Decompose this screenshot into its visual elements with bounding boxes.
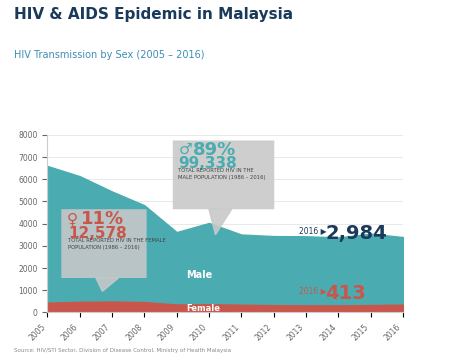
Polygon shape (96, 278, 118, 291)
Text: 413: 413 (325, 284, 366, 303)
Text: POPULATION (1986 – 2016): POPULATION (1986 – 2016) (68, 245, 140, 250)
Text: Female: Female (186, 304, 220, 313)
FancyBboxPatch shape (173, 141, 274, 209)
FancyBboxPatch shape (61, 209, 146, 278)
Text: MALE POPULATION (1986 – 2016): MALE POPULATION (1986 – 2016) (178, 175, 266, 180)
Text: 2016 ▶: 2016 ▶ (300, 286, 327, 295)
Text: ♂: ♂ (178, 142, 192, 157)
Text: HIV & AIDS Epidemic in Malaysia: HIV & AIDS Epidemic in Malaysia (14, 7, 293, 22)
Text: 2016 ▶: 2016 ▶ (300, 226, 327, 235)
Text: 2,984: 2,984 (325, 224, 387, 243)
Text: 99,338: 99,338 (178, 156, 237, 171)
Text: 89%: 89% (193, 141, 236, 159)
Text: Source: HIV/STI Sector, Division of Disease Control, Ministry of Health Malaysia: Source: HIV/STI Sector, Division of Dise… (14, 348, 231, 353)
Polygon shape (209, 209, 232, 235)
Text: 11%: 11% (82, 210, 125, 228)
Text: Male: Male (186, 270, 213, 280)
Text: TOTAL REPORTED HIV IN THE FEMALE: TOTAL REPORTED HIV IN THE FEMALE (68, 238, 166, 243)
Text: TOTAL REPORTED HIV IN THE: TOTAL REPORTED HIV IN THE (178, 168, 254, 173)
Text: 12,578: 12,578 (68, 226, 127, 241)
Text: ♀: ♀ (67, 212, 78, 226)
Text: HIV Transmission by Sex (2005 – 2016): HIV Transmission by Sex (2005 – 2016) (14, 50, 205, 60)
